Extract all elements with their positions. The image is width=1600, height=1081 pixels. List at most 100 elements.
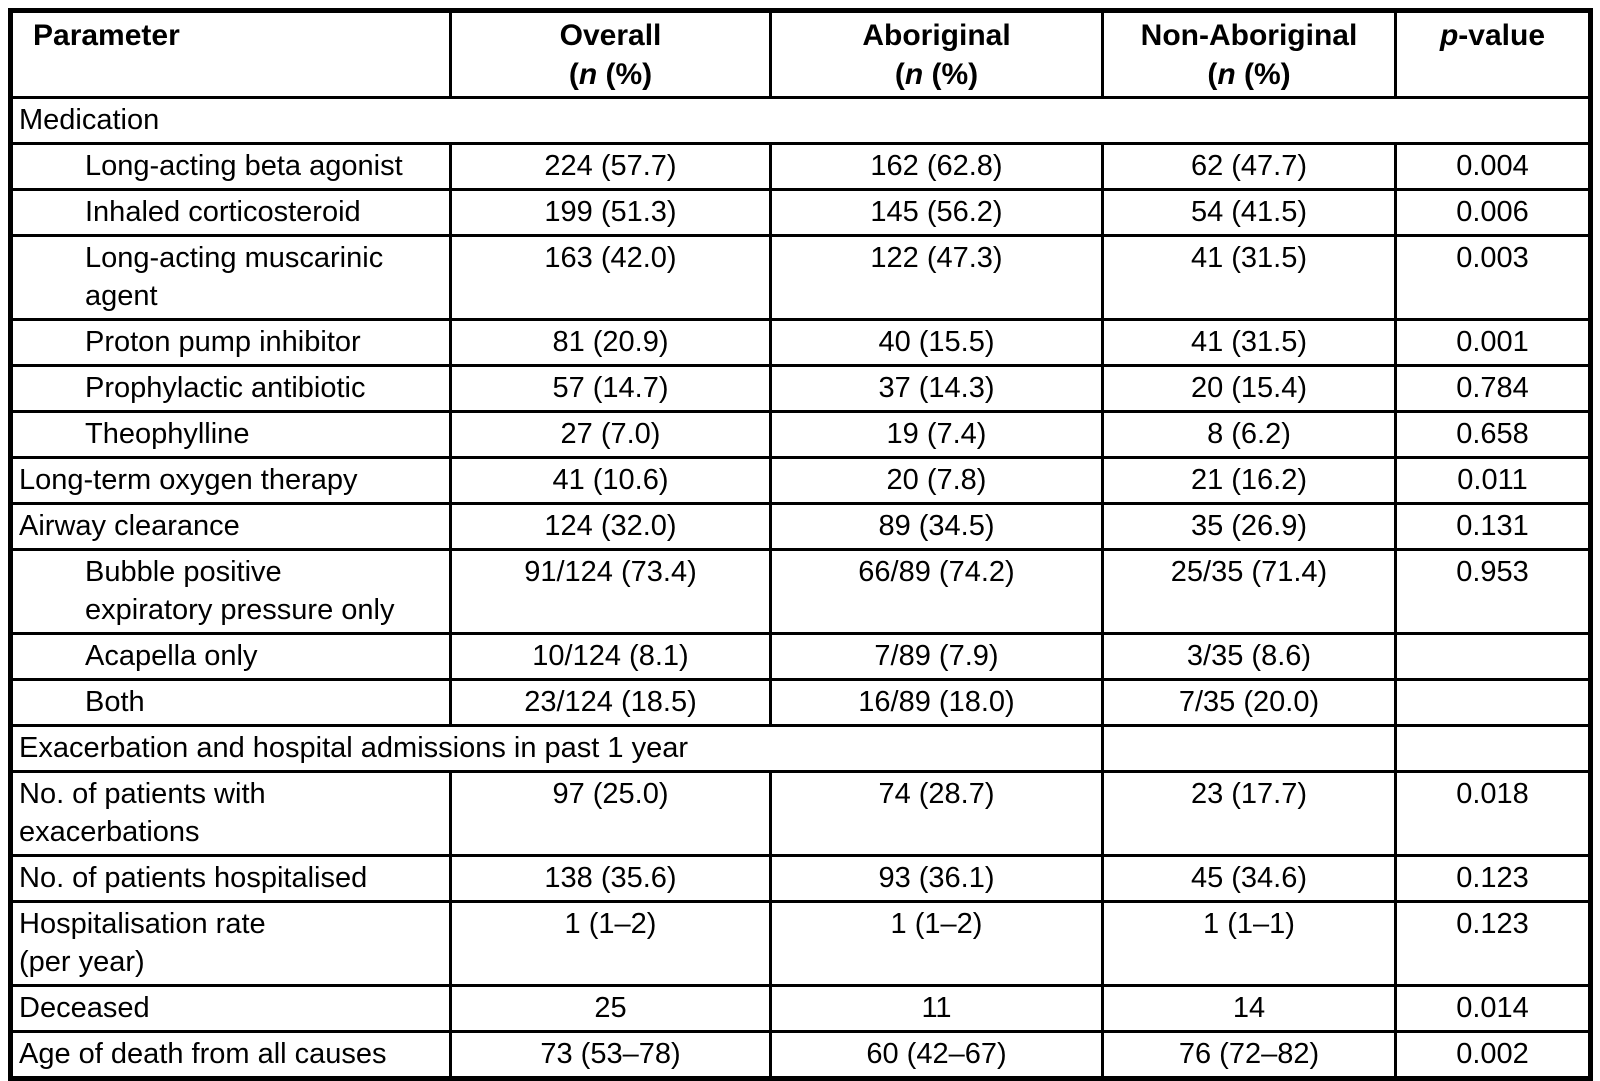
p-value-cell: 0.002 [1394,1030,1592,1080]
non-aboriginal-cell: 23 (17.7) [1101,770,1397,857]
section-row-medication: Medication [9,96,1592,145]
aboriginal-cell: 20 (7.8) [769,456,1104,505]
parameter-cell: Acapella only [9,632,452,681]
section-row-exacerbation: Exacerbation and hospital admissions in … [9,724,1592,773]
p-value-cell: 0.953 [1394,548,1592,635]
aboriginal-cell: 60 (42–67) [769,1030,1104,1080]
section-label: Exacerbation and hospital admissions in … [9,724,1104,773]
header-sublabel: (n (%) [1207,58,1291,91]
aboriginal-cell: 145 (56.2) [769,188,1104,237]
overall-cell: 97 (25.0) [449,770,772,857]
table-row: Deceased 25 11 14 0.014 [9,984,1592,1033]
aboriginal-cell: 19 (7.4) [769,410,1104,459]
non-aboriginal-cell: 41 (31.5) [1101,318,1397,367]
aboriginal-cell: 162 (62.8) [769,142,1104,191]
p-value-cell [1394,632,1592,681]
parameter-cell: No. of patients hospitalised [9,854,452,903]
header-label: Overall [559,19,662,52]
aboriginal-cell: 74 (28.7) [769,770,1104,857]
aboriginal-cell: 37 (14.3) [769,364,1104,413]
header-label: Aboriginal [862,19,1011,52]
header-label: Non-Aboriginal [1140,19,1358,52]
header-row: Parameter Overall (n (%) Aboriginal (n (… [9,9,1592,99]
p-value-cell [1394,678,1592,727]
non-aboriginal-cell: 45 (34.6) [1101,854,1397,903]
p-value-cell: 0.784 [1394,364,1592,413]
aboriginal-cell: 66/89 (74.2) [769,548,1104,635]
overall-cell: 224 (57.7) [449,142,772,191]
table-row: No. of patients hospitalised 138 (35.6) … [9,854,1592,903]
overall-cell: 73 (53–78) [449,1030,772,1080]
p-value-cell: 0.018 [1394,770,1592,857]
table-row: Proton pump inhibitor 81 (20.9) 40 (15.5… [9,318,1592,367]
overall-cell: 199 (51.3) [449,188,772,237]
p-value-cell: 0.004 [1394,142,1592,191]
overall-cell: 27 (7.0) [449,410,772,459]
overall-cell: 57 (14.7) [449,364,772,413]
non-aboriginal-cell: 35 (26.9) [1101,502,1397,551]
aboriginal-cell: 40 (15.5) [769,318,1104,367]
overall-cell: 10/124 (8.1) [449,632,772,681]
table-row: Prophylactic antibiotic 57 (14.7) 37 (14… [9,364,1592,413]
aboriginal-cell: 16/89 (18.0) [769,678,1104,727]
parameter-cell: Theophylline [9,410,452,459]
p-value-cell: 0.014 [1394,984,1592,1033]
p-value-cell: 0.123 [1394,854,1592,903]
p-value-cell: 0.658 [1394,410,1592,459]
overall-cell: 124 (32.0) [449,502,772,551]
aboriginal-cell: 1 (1–2) [769,900,1104,987]
non-aboriginal-cell: 25/35 (71.4) [1101,548,1397,635]
non-aboriginal-cell: 54 (41.5) [1101,188,1397,237]
table-row: Airway clearance 124 (32.0) 89 (34.5) 35… [9,502,1592,551]
table-row: Inhaled corticosteroid 199 (51.3) 145 (5… [9,188,1592,237]
column-header-parameter: Parameter [9,9,452,99]
aboriginal-cell: 11 [769,984,1104,1033]
parameter-cell: Bubble positive expiratory pressure only [9,548,452,635]
p-value-cell: 0.001 [1394,318,1592,367]
column-header-non-aboriginal: Non-Aboriginal (n (%) [1101,9,1397,99]
column-header-p-value: p-value [1394,9,1592,99]
p-value-cell: 0.131 [1394,502,1592,551]
parameter-cell: Long-term oxygen therapy [9,456,452,505]
header-label: Parameter [33,19,180,52]
table-row: Acapella only 10/124 (8.1) 7/89 (7.9) 3/… [9,632,1592,681]
column-header-aboriginal: Aboriginal (n (%) [769,9,1104,99]
clinical-parameters-table: Parameter Overall (n (%) Aboriginal (n (… [8,8,1593,1081]
p-value-cell [1394,724,1592,773]
overall-cell: 1 (1–2) [449,900,772,987]
column-header-overall: Overall (n (%) [449,9,772,99]
table-row: Theophylline 27 (7.0) 19 (7.4) 8 (6.2) 0… [9,410,1592,459]
non-aboriginal-cell [1101,724,1397,773]
parameter-cell: Long-acting beta agonist [9,142,452,191]
table-row: Long-term oxygen therapy 41 (10.6) 20 (7… [9,456,1592,505]
table-row: Hospitalisation rate (per year) 1 (1–2) … [9,900,1592,987]
aboriginal-cell: 7/89 (7.9) [769,632,1104,681]
table-row: Long-acting beta agonist 224 (57.7) 162 … [9,142,1592,191]
aboriginal-cell: 89 (34.5) [769,502,1104,551]
parameter-cell: Age of death from all causes [9,1030,452,1080]
parameter-cell: Inhaled corticosteroid [9,188,452,237]
parameter-cell: Proton pump inhibitor [9,318,452,367]
non-aboriginal-cell: 14 [1101,984,1397,1033]
aboriginal-cell: 93 (36.1) [769,854,1104,903]
p-value-cell: 0.123 [1394,900,1592,987]
table-row: Long-acting muscarinic agent 163 (42.0) … [9,234,1592,321]
non-aboriginal-cell: 41 (31.5) [1101,234,1397,321]
non-aboriginal-cell: 62 (47.7) [1101,142,1397,191]
overall-cell: 81 (20.9) [449,318,772,367]
non-aboriginal-cell: 8 (6.2) [1101,410,1397,459]
overall-cell: 163 (42.0) [449,234,772,321]
parameter-cell: No. of patients with exacerbations [9,770,452,857]
table-row: No. of patients with exacerbations 97 (2… [9,770,1592,857]
parameter-cell: Prophylactic antibiotic [9,364,452,413]
overall-cell: 23/124 (18.5) [449,678,772,727]
parameter-cell: Hospitalisation rate (per year) [9,900,452,987]
non-aboriginal-cell: 3/35 (8.6) [1101,632,1397,681]
p-value-cell: 0.003 [1394,234,1592,321]
header-label: p-value [1439,19,1546,52]
table-row: Bubble positive expiratory pressure only… [9,548,1592,635]
table-row: Age of death from all causes 73 (53–78) … [9,1030,1592,1080]
non-aboriginal-cell: 20 (15.4) [1101,364,1397,413]
non-aboriginal-cell: 76 (72–82) [1101,1030,1397,1080]
aboriginal-cell: 122 (47.3) [769,234,1104,321]
